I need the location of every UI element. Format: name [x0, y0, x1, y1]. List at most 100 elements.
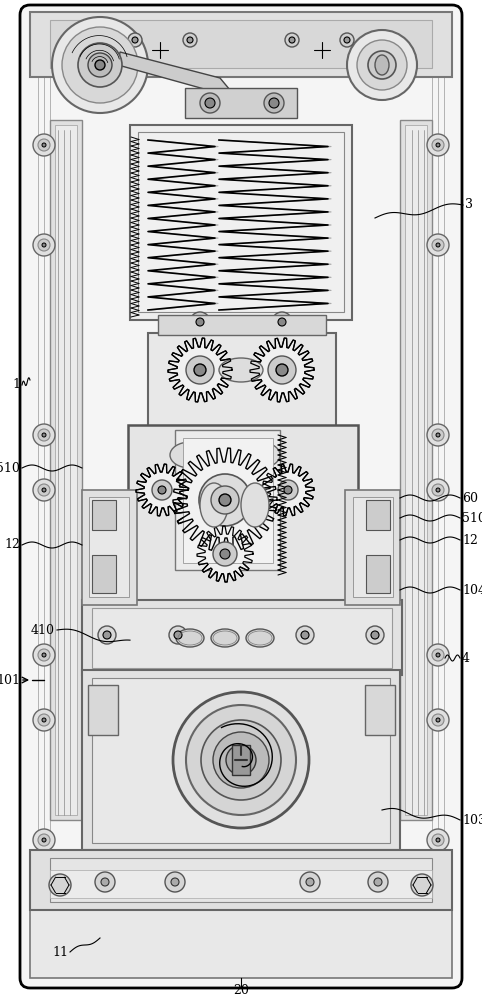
Bar: [130, 125, 352, 320]
Circle shape: [427, 829, 449, 851]
Text: 20: 20: [233, 984, 249, 996]
Text: 104: 104: [462, 584, 482, 596]
Bar: [92, 678, 390, 843]
Circle shape: [268, 356, 296, 384]
Circle shape: [226, 745, 256, 775]
Ellipse shape: [241, 483, 269, 527]
Ellipse shape: [211, 629, 239, 647]
Polygon shape: [173, 448, 277, 552]
Ellipse shape: [246, 629, 274, 647]
Circle shape: [432, 429, 444, 441]
Bar: [138, 132, 344, 312]
Circle shape: [427, 134, 449, 156]
Bar: [30, 850, 452, 910]
Circle shape: [33, 709, 55, 731]
Circle shape: [128, 33, 142, 47]
Circle shape: [289, 37, 295, 43]
Bar: [38, 28, 444, 972]
Circle shape: [432, 239, 444, 251]
Polygon shape: [168, 338, 232, 402]
Circle shape: [152, 480, 172, 500]
Circle shape: [38, 139, 50, 151]
Circle shape: [432, 714, 444, 726]
Circle shape: [101, 878, 109, 886]
Bar: [366, 500, 390, 530]
Circle shape: [432, 834, 444, 846]
Circle shape: [201, 720, 281, 800]
Circle shape: [103, 631, 111, 639]
Circle shape: [411, 874, 433, 896]
Circle shape: [436, 838, 440, 842]
Bar: [345, 490, 400, 605]
Circle shape: [432, 139, 444, 151]
Polygon shape: [136, 464, 188, 516]
Ellipse shape: [176, 629, 204, 647]
Bar: [128, 425, 358, 600]
Circle shape: [33, 644, 55, 666]
Circle shape: [220, 549, 230, 559]
Text: 12: 12: [4, 538, 20, 552]
Bar: [50, 858, 432, 902]
Bar: [365, 685, 395, 735]
Text: 12: 12: [462, 534, 478, 546]
Circle shape: [427, 644, 449, 666]
Circle shape: [42, 653, 46, 657]
Ellipse shape: [375, 55, 389, 75]
Circle shape: [49, 874, 71, 896]
Circle shape: [436, 143, 440, 147]
Bar: [44, 34, 438, 966]
FancyBboxPatch shape: [20, 5, 462, 988]
Circle shape: [95, 872, 115, 892]
Circle shape: [368, 51, 396, 79]
Bar: [405, 125, 427, 815]
Bar: [148, 333, 336, 428]
Circle shape: [427, 479, 449, 501]
Circle shape: [366, 626, 384, 644]
Bar: [50, 870, 432, 898]
Circle shape: [272, 312, 292, 332]
Circle shape: [278, 480, 298, 500]
Text: 60: 60: [462, 491, 478, 504]
Circle shape: [38, 429, 50, 441]
Ellipse shape: [213, 447, 237, 463]
Circle shape: [174, 631, 182, 639]
Circle shape: [194, 364, 206, 376]
Text: 103: 103: [462, 814, 482, 826]
Text: 1: 1: [12, 378, 20, 391]
Circle shape: [186, 705, 296, 815]
Text: 3: 3: [465, 198, 473, 212]
Circle shape: [88, 53, 112, 77]
Circle shape: [38, 484, 50, 496]
Circle shape: [340, 33, 354, 47]
Bar: [366, 555, 390, 593]
Circle shape: [95, 60, 105, 70]
Circle shape: [219, 494, 231, 506]
Circle shape: [165, 872, 185, 892]
Circle shape: [42, 488, 46, 492]
Bar: [92, 555, 116, 593]
Circle shape: [33, 134, 55, 156]
Polygon shape: [262, 464, 314, 516]
Text: 101: 101: [0, 674, 20, 686]
Bar: [353, 497, 393, 597]
Text: 510: 510: [462, 512, 482, 524]
Bar: [82, 490, 137, 605]
Circle shape: [38, 649, 50, 661]
Circle shape: [33, 479, 55, 501]
Bar: [50, 20, 432, 68]
Circle shape: [432, 484, 444, 496]
Circle shape: [190, 312, 210, 332]
Circle shape: [200, 93, 220, 113]
Circle shape: [368, 872, 388, 892]
Circle shape: [213, 542, 237, 566]
Bar: [30, 12, 452, 77]
Circle shape: [436, 718, 440, 722]
Bar: [88, 685, 118, 735]
Circle shape: [211, 486, 239, 514]
Bar: [175, 430, 280, 570]
Text: 510: 510: [0, 462, 20, 475]
Circle shape: [38, 834, 50, 846]
Circle shape: [284, 486, 292, 494]
Circle shape: [62, 27, 138, 103]
Ellipse shape: [219, 358, 263, 382]
